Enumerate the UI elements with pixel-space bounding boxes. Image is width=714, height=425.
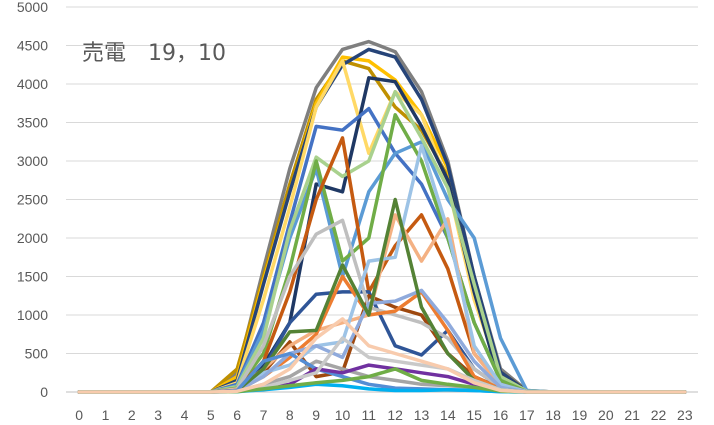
x-tick-label: 16 [493, 407, 509, 423]
series-lines [77, 39, 687, 394]
gridlines [66, 6, 698, 393]
x-tick-label: 4 [181, 407, 189, 423]
x-tick-label: 14 [440, 407, 456, 423]
y-tick-label: 1500 [17, 269, 48, 285]
x-tick-label: 21 [624, 407, 640, 423]
x-tick-label: 20 [598, 407, 614, 423]
x-tick-label: 9 [312, 407, 320, 423]
x-axis-ticks: 0 1 2 3 4 5 6 7 8 9 10 11 12 13 14 15 16 17 18 19 20 21 22 23 [75, 407, 693, 423]
y-tick-label: 2000 [17, 230, 48, 246]
x-tick-label: 3 [154, 407, 162, 423]
x-tick-label: 0 [75, 407, 83, 423]
x-tick-label: 13 [414, 407, 430, 423]
x-tick-label: 10 [335, 407, 351, 423]
y-tick-label: 4500 [17, 38, 48, 54]
x-tick-label: 22 [651, 407, 667, 423]
y-tick-label: 5000 [17, 0, 48, 15]
x-tick-label: 17 [519, 407, 535, 423]
x-tick-label: 15 [466, 407, 482, 423]
x-tick-label: 18 [545, 407, 561, 423]
x-tick-label: 2 [128, 407, 136, 423]
x-tick-label: 6 [233, 407, 241, 423]
x-tick-label: 11 [362, 407, 377, 423]
series-line-26 [77, 317, 687, 394]
y-tick-label: 3500 [17, 115, 48, 131]
x-tick-label: 12 [387, 407, 403, 423]
x-tick-label: 23 [677, 407, 693, 423]
y-tick-label: 2500 [17, 192, 48, 208]
x-tick-label: 19 [572, 407, 588, 423]
x-tick-label: 1 [102, 407, 110, 423]
series-line-9 [77, 89, 687, 394]
series-line-3 [77, 55, 687, 394]
y-axis-ticks: 0 500 1000 1500 2000 2500 3000 3500 4000 4500 5000 [17, 0, 48, 400]
series-line-4 [77, 47, 687, 394]
series-line-23 [77, 336, 687, 394]
y-tick-label: 1000 [17, 307, 48, 323]
x-tick-label: 5 [207, 407, 215, 423]
x-tick-label: 8 [286, 407, 294, 423]
series-line-1 [77, 39, 687, 394]
series-line-2 [77, 59, 687, 394]
series-line-5 [77, 59, 687, 394]
series-line-19 [77, 197, 687, 394]
y-tick-label: 0 [40, 384, 48, 400]
x-tick-label: 7 [260, 407, 268, 423]
chart-title: 売電 19，10 [82, 41, 226, 66]
series-line-16 [77, 274, 687, 394]
y-tick-label: 3000 [17, 153, 48, 169]
y-tick-label: 500 [25, 346, 49, 362]
y-tick-label: 4000 [17, 76, 48, 92]
